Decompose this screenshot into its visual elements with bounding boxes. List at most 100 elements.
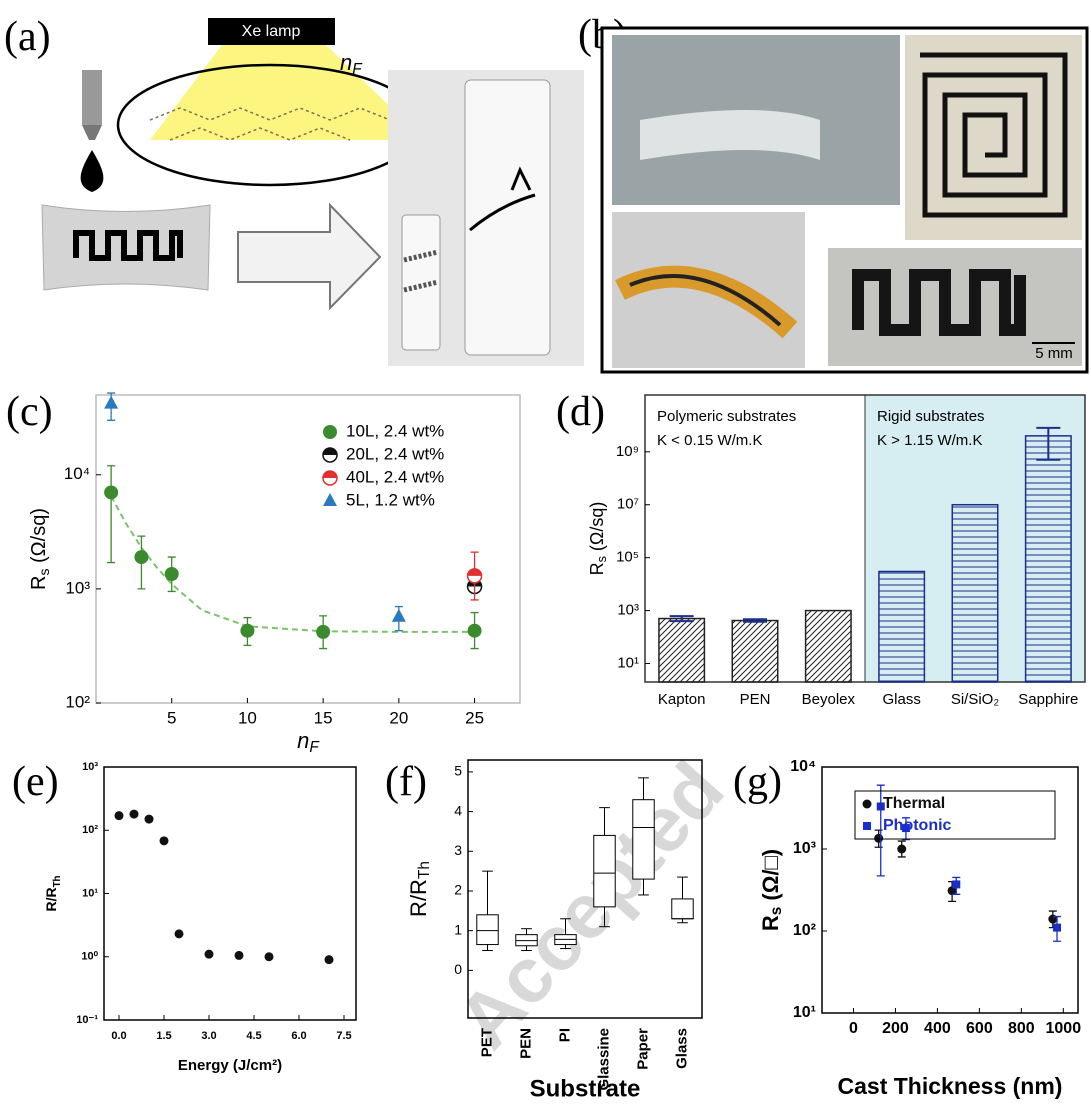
nozzle xyxy=(82,70,102,125)
x-tick-label: 5 xyxy=(167,708,176,727)
x-tick-label: 0 xyxy=(849,1020,858,1037)
y-axis-label: Rs (Ω/□) xyxy=(758,849,785,931)
box xyxy=(672,899,693,919)
x-tick-label: 200 xyxy=(882,1020,909,1037)
bar xyxy=(659,619,704,682)
plot-frame xyxy=(96,395,520,703)
legend-label: Photonic xyxy=(883,817,952,834)
nozzle-tip xyxy=(82,125,102,140)
point xyxy=(392,609,406,622)
y-tick-label: 0 xyxy=(454,961,462,977)
x-tick-label: 7.5 xyxy=(336,1030,351,1042)
annotation: Polymeric substrates xyxy=(657,408,796,425)
box xyxy=(633,800,654,879)
x-tick-label: PET xyxy=(478,1028,495,1057)
x-tick-label: 800 xyxy=(1008,1020,1035,1037)
scale-label: 5 mm xyxy=(1035,345,1073,362)
bar xyxy=(806,611,851,682)
x-axis-label: nF xyxy=(297,728,320,756)
panel-label: (g) xyxy=(733,759,782,805)
lamp-label: Xe lamp xyxy=(242,23,301,40)
bar xyxy=(952,505,997,682)
point xyxy=(165,567,179,581)
x-axis-label: Cast Thickness (nm) xyxy=(838,1073,1063,1099)
x-tick-label: PEN xyxy=(517,1028,534,1059)
fit-line xyxy=(111,496,474,632)
point xyxy=(1048,915,1057,924)
legend-label: 5L, 1.2 wt% xyxy=(346,490,435,509)
panel-b: (b) 5 mm xyxy=(578,12,1087,372)
panel-a: (a) Xe lamp nF xyxy=(4,14,584,366)
label-part: s xyxy=(36,569,52,576)
label-part: n xyxy=(297,728,309,753)
droplet xyxy=(81,150,104,192)
light-cone xyxy=(150,45,425,140)
x-tick-label: Sapphire xyxy=(1018,691,1078,708)
y-tick-label: 3 xyxy=(454,842,462,858)
y-tick-label: 5 xyxy=(454,763,462,779)
bar xyxy=(1026,436,1071,682)
legend-label: 20L, 2.4 wt% xyxy=(346,444,444,463)
y-tick-label: 10⁻¹ xyxy=(76,1014,98,1026)
x-tick-label: 15 xyxy=(314,708,333,727)
y-tick-label: 10¹ xyxy=(82,887,98,899)
y-tick-label: 10⁴ xyxy=(64,464,90,483)
x-tick-label: 20 xyxy=(389,708,408,727)
point xyxy=(952,880,960,888)
y-tick-label: 10³ xyxy=(65,578,90,597)
point xyxy=(130,810,139,819)
point xyxy=(145,815,154,824)
point xyxy=(104,485,118,499)
point xyxy=(877,802,885,810)
annotation: K < 0.15 W/m.K xyxy=(657,432,762,449)
plot-frame xyxy=(104,767,356,1020)
x-tick-label: 3.0 xyxy=(201,1030,216,1042)
point xyxy=(468,624,482,638)
y-tick-label: 2 xyxy=(454,882,462,898)
x-tick-label: PEN xyxy=(740,691,771,708)
point xyxy=(115,811,124,820)
y-tick-label: 10³ xyxy=(617,602,639,619)
bar xyxy=(879,571,924,682)
y-tick-label: 10¹ xyxy=(793,1004,816,1021)
bar xyxy=(732,621,777,682)
x-tick-label: Si/SiO₂ xyxy=(951,691,1000,708)
legend-label: 40L, 2.4 wt% xyxy=(346,467,444,486)
legend-label: Thermal xyxy=(883,795,945,812)
x-tick-label: 400 xyxy=(924,1020,951,1037)
x-tick-label: Kapton xyxy=(658,691,706,708)
error-bar xyxy=(107,466,115,563)
x-tick-label: Glass xyxy=(673,1028,690,1069)
panel-label: (c) xyxy=(6,389,53,435)
label-part: s xyxy=(768,907,785,916)
point xyxy=(316,625,330,639)
label-part: (Ω/sq) xyxy=(587,502,607,556)
point xyxy=(874,834,883,843)
point xyxy=(235,951,244,960)
x-tick-label: 25 xyxy=(465,708,484,727)
x-tick-label: Glass xyxy=(882,691,920,708)
photo xyxy=(905,35,1082,240)
x-tick-label: 1.5 xyxy=(156,1030,171,1042)
point xyxy=(325,955,334,964)
label-part: R xyxy=(758,915,783,931)
y-tick-label: 10⁴ xyxy=(790,758,816,775)
label-part: Th xyxy=(52,875,63,887)
y-axis-label: R/RTh xyxy=(406,861,433,917)
annotation: Rigid substrates xyxy=(877,408,985,425)
label-part: (Ω/sq) xyxy=(28,508,50,569)
label-part: R/R xyxy=(406,879,431,917)
box xyxy=(594,835,615,906)
box xyxy=(477,915,498,945)
x-tick-label: PI xyxy=(556,1028,573,1042)
y-tick-label: 10¹ xyxy=(617,654,639,671)
panel-label: (d) xyxy=(556,389,605,435)
y-tick-label: 10² xyxy=(65,692,90,711)
y-tick-label: 10³ xyxy=(82,761,98,773)
y-tick-label: 10² xyxy=(793,922,816,939)
y-tick-label: 10⁷ xyxy=(617,496,639,513)
legend-marker xyxy=(323,493,337,506)
watermark: Accepted xyxy=(440,745,740,1065)
label-part: F xyxy=(309,739,320,756)
x-tick-label: Paper xyxy=(634,1028,651,1070)
